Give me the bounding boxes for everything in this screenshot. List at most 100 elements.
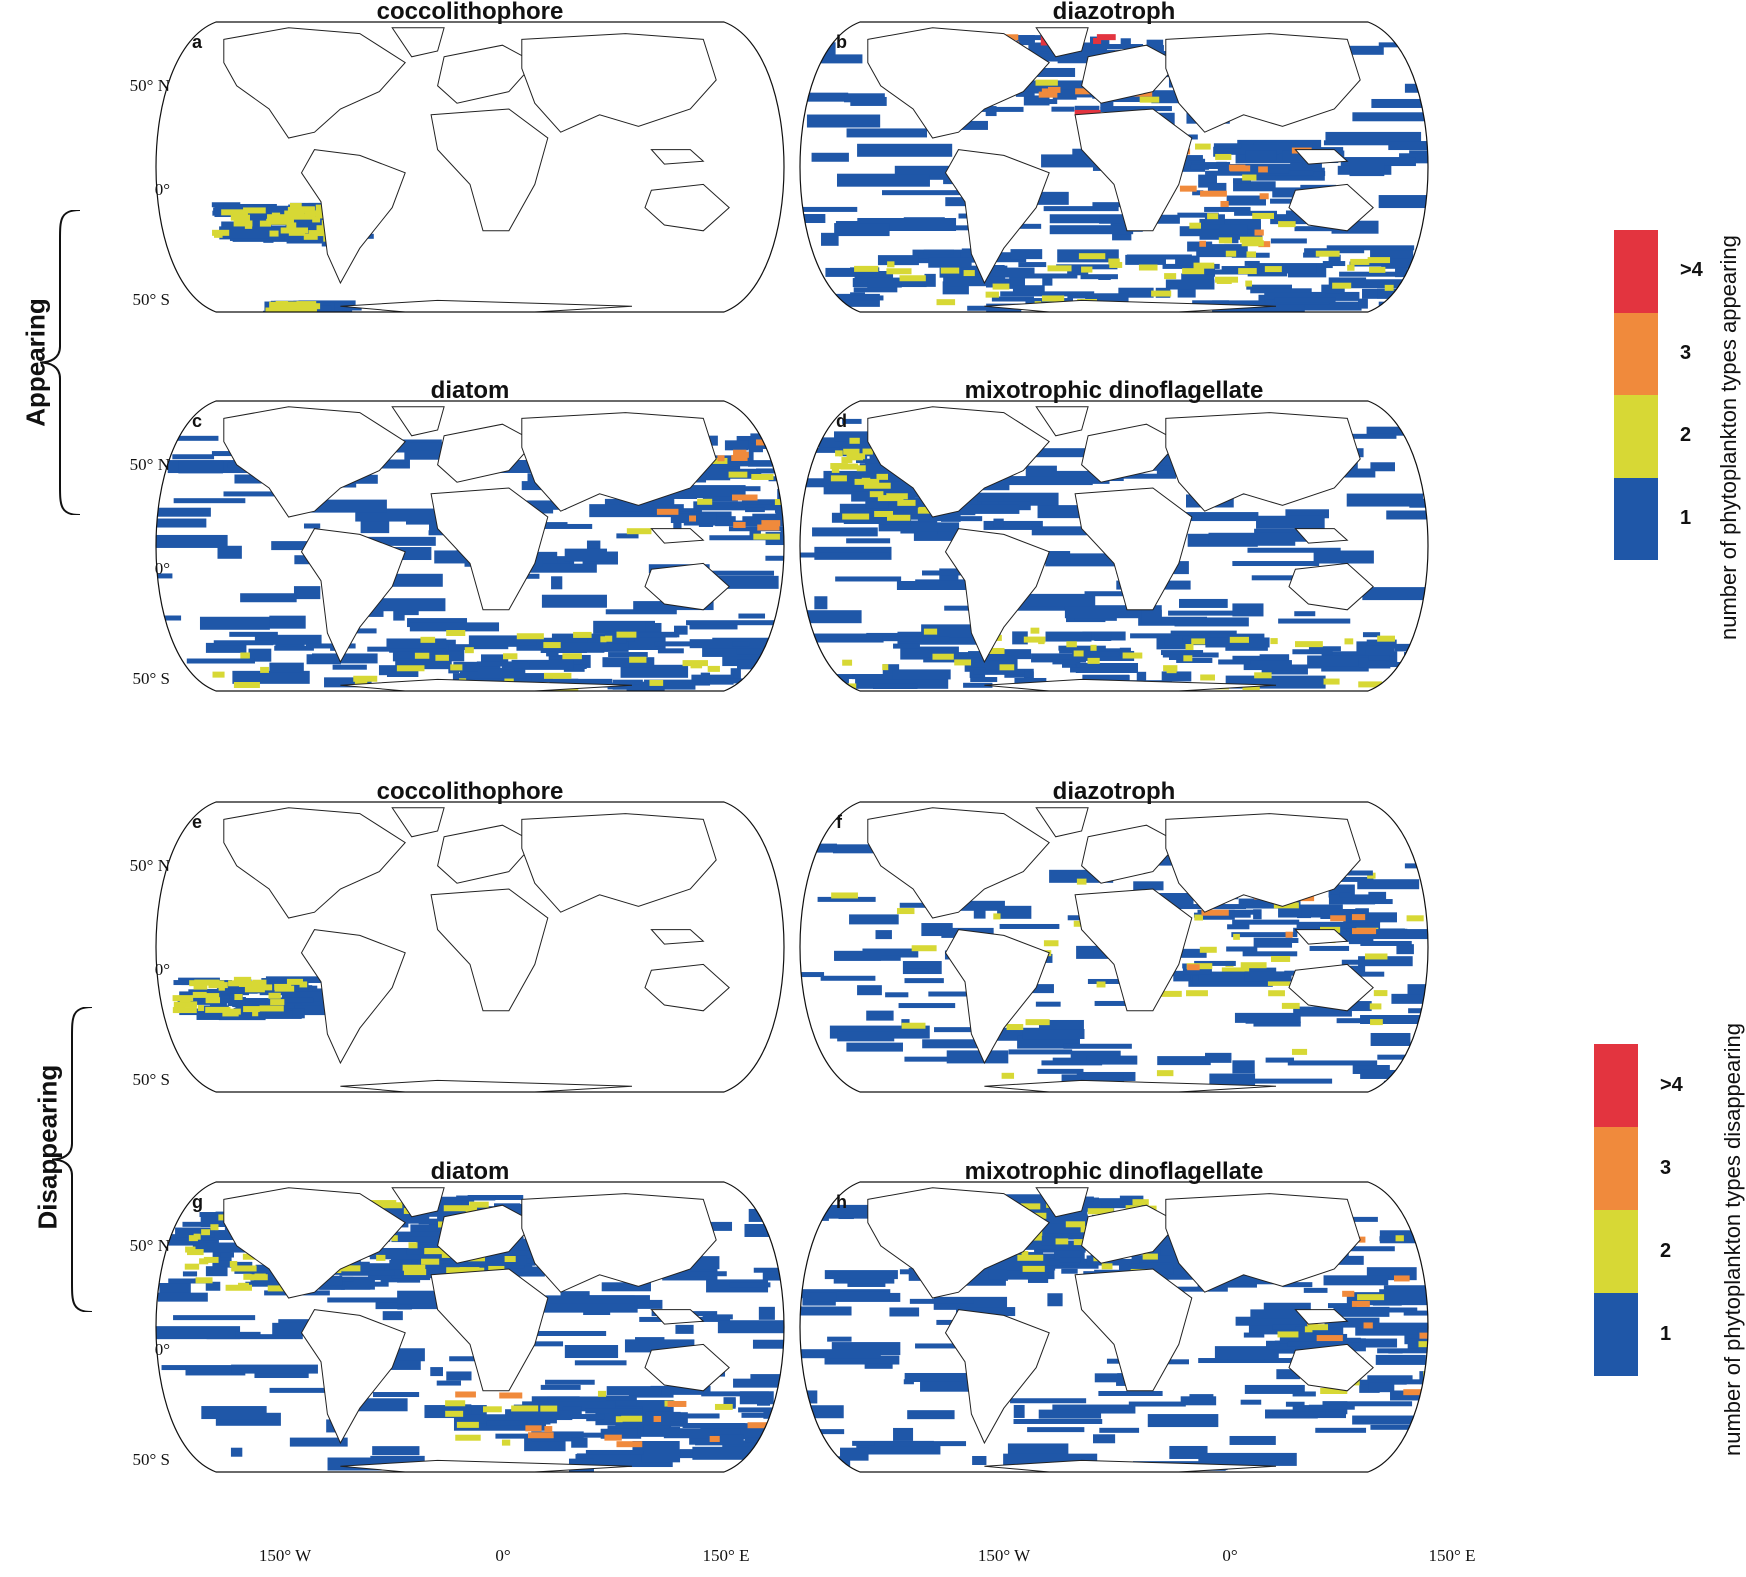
cell-level-2 [265,307,287,312]
cell-level-1 [1038,1019,1084,1030]
cell-level-1 [370,459,410,469]
cell-level-1 [269,615,306,629]
cell-level-1 [662,1413,720,1419]
cell-level-1 [621,502,643,512]
cell-level-1 [229,631,278,637]
continent-outline [867,1187,1050,1299]
map-panel-f: diazotroph f [790,778,1438,1093]
cell-level-1 [289,1437,348,1447]
cell-level-1 [324,677,372,688]
cell-level-1 [752,1339,784,1349]
cell-level-1 [852,295,884,301]
cell-level-2 [260,666,269,673]
continent-outline [644,562,730,611]
cell-level-1 [196,1009,227,1020]
cell-level-1 [1240,1399,1262,1405]
cell-level-2 [292,304,314,311]
cell-level-1 [1232,1060,1255,1074]
cell-level-1 [564,548,608,562]
cell-level-2 [774,499,784,506]
cell-level-1 [1058,645,1106,651]
cell-level-1 [1130,633,1174,639]
cell-level-2 [312,216,321,223]
cell-level-1 [674,625,688,635]
continent-outline [1074,487,1193,611]
cell-level-1 [943,276,1006,287]
cell-level-1 [1023,95,1050,106]
cell-level-2 [714,1403,733,1410]
cell-level-1 [1031,526,1087,536]
cell-level-2 [1277,1331,1299,1338]
map-svg [155,1181,785,1473]
cell-level-1 [1294,291,1360,301]
cell-level-2 [629,656,647,663]
cell-level-1 [1377,1054,1428,1060]
cell-level-1 [700,1426,772,1436]
cell-level-1 [641,1449,681,1463]
cell-level-2 [218,984,225,991]
cell-level-1 [1348,934,1374,945]
continent-outline [644,183,730,232]
cell-level-1 [1419,443,1428,449]
panel-letter: a [192,32,203,52]
colorbar-label: 3 [1680,341,1692,364]
cell-level-1 [737,659,760,670]
cell-level-1 [495,1433,536,1439]
cell-level-2 [1268,990,1285,997]
cell-level-1 [1321,666,1369,672]
cell-level-1 [753,1267,784,1273]
cell-level-1 [593,620,655,634]
cell-level-1 [527,1419,551,1425]
cell-level-2 [184,1263,200,1270]
cell-level-1 [448,645,469,651]
cell-level-1 [1022,1029,1085,1040]
cell-level-2 [435,654,449,661]
cell-level-1 [984,265,1005,271]
cell-level-1 [219,228,273,239]
map-frame [799,1181,1429,1473]
cell-level-2 [543,642,561,649]
cell-level-2 [1246,251,1257,258]
cell-level-1 [1238,898,1293,909]
cell-level-2 [192,991,207,998]
cell-level-2 [1291,1048,1308,1055]
cell-level-2 [1344,638,1354,645]
cell-level-3 [525,1425,542,1432]
continent-outline [223,1187,406,1299]
cell-level-1 [1213,146,1224,157]
cell-level-2 [963,270,975,277]
cell-level-1 [1198,971,1265,982]
cell-level-1 [1138,616,1208,626]
cell-level-1 [340,536,436,546]
continent-outline [340,299,633,312]
group-bracket [39,210,81,515]
cell-level-3 [616,1441,643,1448]
cell-level-1 [889,1307,920,1317]
cell-level-1 [1024,1223,1091,1234]
continent-outline [1035,406,1089,437]
latitude-label: 0° [154,960,170,979]
cell-level-1 [563,666,585,672]
cell-level-1 [1404,1379,1428,1385]
cell-level-1 [1250,1309,1310,1319]
cell-level-2 [243,207,266,214]
cell-level-2 [917,507,937,514]
cell-level-1 [382,1311,403,1321]
cell-level-1 [1049,225,1134,235]
cell-level-1 [748,447,763,453]
cell-level-1 [722,1440,784,1450]
panel-letter: e [192,812,203,832]
colorbar-swatch-level-3 [1594,1127,1638,1210]
cell-level-1 [540,1384,581,1390]
cell-level-1 [882,190,961,196]
continent-outline [223,807,406,919]
cell-level-1 [1375,1354,1426,1365]
cell-level-2 [230,214,250,221]
cell-level-1 [769,435,781,446]
cell-level-1 [857,143,953,157]
cell-level-1 [866,1010,894,1021]
cell-level-1 [644,679,696,690]
cell-level-1 [1404,83,1428,93]
cell-level-1 [1287,1341,1320,1347]
cell-level-2 [1267,979,1291,986]
